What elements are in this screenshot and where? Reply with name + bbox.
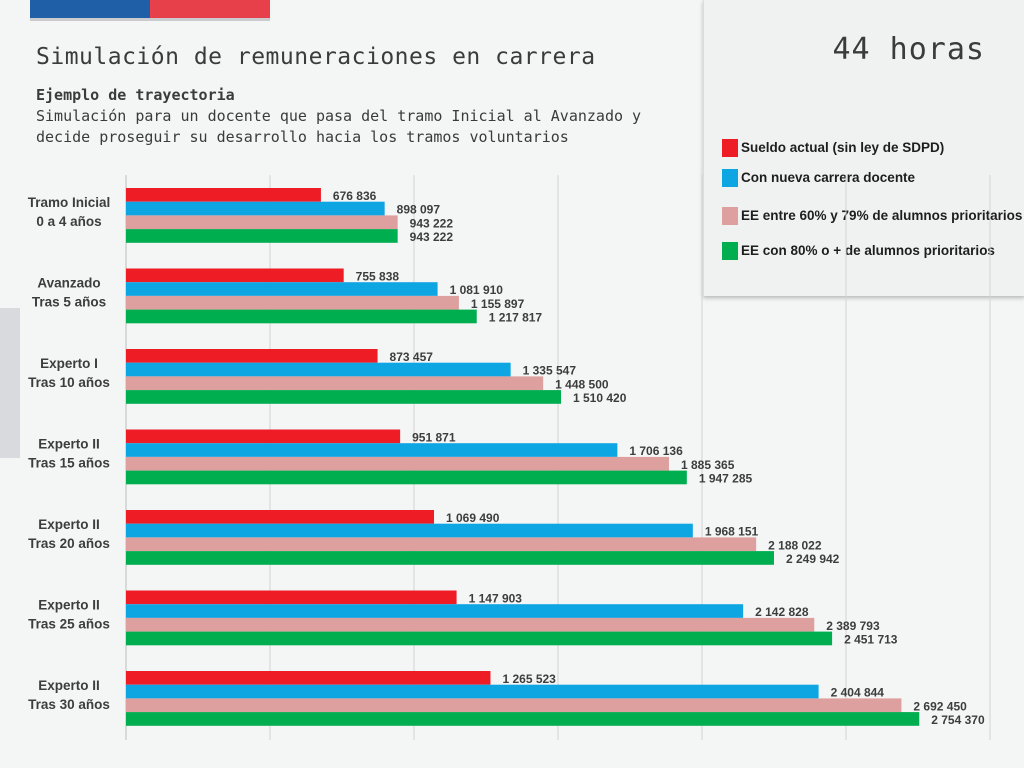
bar (126, 617, 815, 632)
bar (126, 523, 693, 538)
legend-label: Sueldo actual (sin ley de SDPD) (741, 140, 945, 155)
data-label: 676 836 (333, 189, 377, 203)
data-label: 755 838 (356, 270, 400, 284)
bar (126, 456, 669, 471)
data-label: 2 249 942 (786, 552, 840, 566)
category-label: Avanzado (37, 275, 100, 290)
flag-underline (30, 18, 270, 21)
category-label: Tras 10 años (28, 375, 110, 390)
category-label: Experto II (38, 678, 100, 693)
bar (126, 268, 344, 283)
flag-blue-stripe (30, 0, 150, 18)
bar (126, 698, 902, 713)
bar (126, 429, 401, 444)
flag-red-stripe (150, 0, 270, 18)
data-label: 2 692 450 (913, 699, 967, 713)
data-label: 1 217 817 (489, 311, 543, 325)
legend-swatch (722, 207, 738, 225)
bar (126, 551, 774, 565)
data-label: 2 754 370 (931, 713, 985, 727)
legend-swatch (722, 169, 738, 187)
category-label: Experto II (38, 517, 100, 532)
data-label: 1 510 420 (573, 391, 627, 405)
bar (126, 215, 398, 230)
data-label: 2 404 844 (831, 686, 885, 700)
data-label: 1 069 490 (446, 511, 500, 525)
data-label: 2 389 793 (826, 619, 880, 633)
bar (126, 390, 562, 404)
category-label: 0 a 4 años (36, 214, 101, 229)
data-label: 1 265 523 (502, 672, 556, 686)
bar (126, 188, 321, 202)
bar (126, 295, 459, 310)
bar (126, 443, 618, 457)
data-label: 1 968 151 (705, 525, 759, 539)
data-label: 951 871 (412, 431, 456, 445)
data-label: 1 706 136 (629, 444, 683, 458)
legend-label: Con nueva carrera docente (741, 170, 916, 185)
bar (126, 349, 378, 363)
legend-label: EE entre 60% y 79% de alumnos prioritari… (741, 208, 1023, 223)
page-title: Simulación de remuneraciones en carrera (36, 44, 596, 70)
bar (126, 470, 687, 485)
bar (126, 684, 819, 699)
category-label: Tras 15 años (28, 455, 110, 470)
data-label: 2 451 713 (844, 633, 898, 647)
page-subtitle: Ejemplo de trayectoria (36, 86, 235, 104)
bar (126, 510, 435, 524)
data-label: 1 448 500 (555, 377, 609, 391)
bar (126, 604, 744, 618)
category-label: Tras 30 años (28, 697, 110, 712)
legend-swatch (722, 139, 738, 157)
legend-label: EE con 80% o + de alumnos prioritarios (741, 243, 995, 258)
bar (126, 590, 457, 605)
legend-swatch (722, 242, 738, 260)
category-label: Tras 20 años (28, 536, 110, 551)
bar (126, 309, 477, 324)
data-label: 1 885 365 (681, 458, 735, 472)
bar (126, 671, 491, 685)
data-label: 943 222 (410, 230, 454, 244)
legend-panel: 44 horas (703, 0, 1024, 296)
data-label: 2 188 022 (768, 538, 822, 552)
data-label: 898 097 (397, 203, 441, 217)
bar (126, 362, 511, 377)
data-label: 943 222 (410, 216, 454, 230)
bar (126, 631, 833, 646)
data-label: 1 947 285 (699, 472, 753, 486)
data-label: 1 155 897 (471, 297, 525, 311)
bar (126, 712, 920, 726)
data-label: 1 147 903 (469, 592, 523, 606)
data-label: 2 142 828 (755, 605, 809, 619)
category-label: Experto II (38, 597, 100, 612)
bar (126, 282, 438, 296)
bar (126, 376, 544, 391)
side-tab (0, 308, 20, 458)
data-label: 1 081 910 (450, 283, 504, 297)
bar (126, 229, 398, 243)
category-label: Tras 5 años (32, 294, 106, 309)
category-label: Experto II (38, 436, 100, 451)
data-label: 873 457 (390, 350, 434, 364)
bar (126, 201, 385, 216)
hours-label: 44 horas (832, 32, 985, 67)
category-label: Tramo Inicial (28, 195, 111, 210)
data-label: 1 335 547 (523, 364, 577, 378)
page-description: Simulación para un docente que pasa del … (36, 107, 642, 146)
bar (126, 537, 757, 552)
category-label: Experto I (40, 356, 98, 371)
category-label: Tras 25 años (28, 616, 110, 631)
